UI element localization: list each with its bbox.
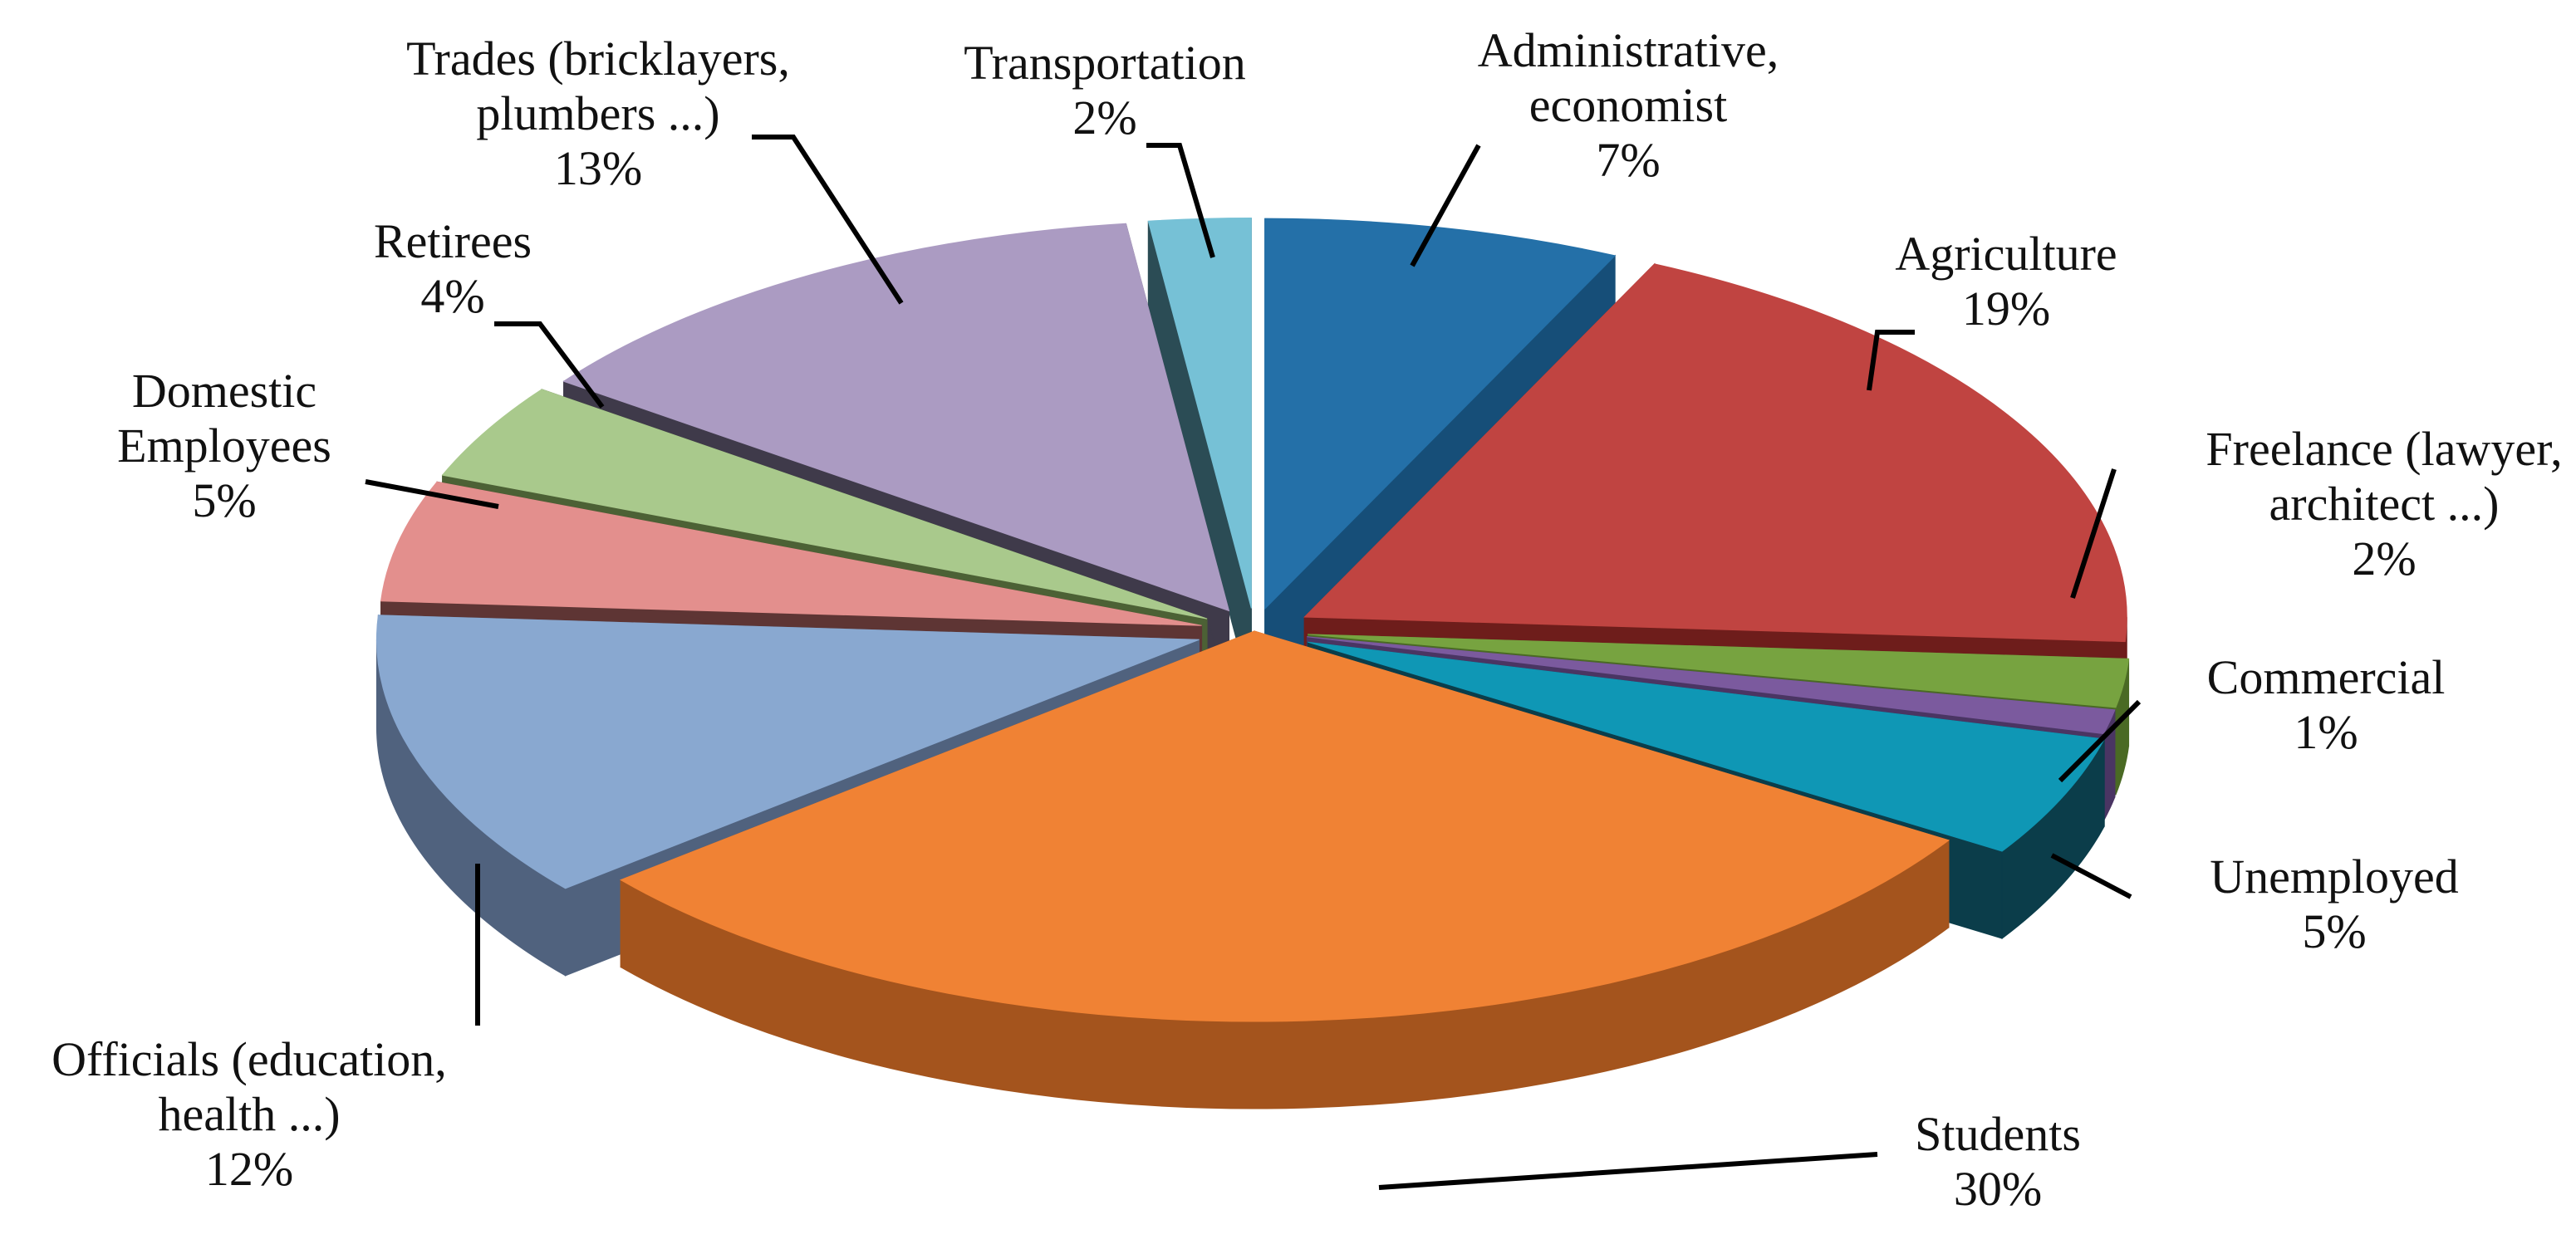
pie-top-layer <box>375 218 2130 1022</box>
slice-unemployed <box>1308 641 2105 852</box>
leader-line-trades <box>752 135 904 305</box>
slice-percent-agriculture: 19% <box>1962 282 2050 335</box>
slice-percent-trades: 13% <box>554 141 642 195</box>
leader-line-commercial <box>2058 699 2142 783</box>
leader-line-administrative <box>1410 144 1481 267</box>
slice-officials <box>375 615 1200 889</box>
slice-label-transportation-0: Transportation <box>964 36 1245 90</box>
slice-percent-domestic: 5% <box>192 473 256 527</box>
slice-trades <box>562 223 1230 612</box>
slice-label-unemployed-0: Unemployed <box>2210 850 2459 904</box>
slice-label-domestic-0: Domestic <box>132 364 316 418</box>
slice-label-administrative-0: Administrative, <box>1478 23 1779 77</box>
slice-percent-administrative: 7% <box>1596 133 1660 187</box>
slice-label-administrative-1: economist <box>1529 78 1727 132</box>
leader-line-unemployed <box>2050 853 2132 899</box>
slice-percent-retirees: 4% <box>420 269 484 323</box>
slice-administrative <box>1264 218 1617 610</box>
slice-label-trades-0: Trades (bricklayers, <box>406 32 790 86</box>
leader-line-domestic <box>365 479 499 509</box>
slice-label-students-0: Students <box>1915 1107 2081 1161</box>
leader-line-transportation <box>1146 143 1215 258</box>
slice-percent-officials: 12% <box>205 1142 293 1196</box>
slice-label-domestic-1: Employees <box>117 419 331 473</box>
leader-line-agriculture <box>1867 330 1915 391</box>
slice-label-officials-0: Officials (education, <box>52 1032 447 1086</box>
slice-freelance <box>1308 634 2130 708</box>
slice-percent-commercial: 1% <box>2294 705 2358 759</box>
slice-percent-unemployed: 5% <box>2302 904 2366 958</box>
leader-line-retirees <box>494 321 605 409</box>
slice-domestic <box>380 481 1202 626</box>
slice-agriculture <box>1303 263 2127 643</box>
slice-label-retirees-0: Retirees <box>374 214 532 268</box>
leader-line-layer <box>365 135 2142 1190</box>
slice-percent-freelance: 2% <box>2352 531 2416 585</box>
slice-label-agriculture-0: Agriculture <box>1895 227 2117 281</box>
slice-percent-students: 30% <box>1954 1162 2042 1216</box>
leader-line-students <box>1378 1152 1878 1190</box>
slice-percent-transportation: 2% <box>1072 91 1136 144</box>
leader-line-freelance <box>2070 468 2117 599</box>
slice-retirees <box>441 389 1208 620</box>
slice-students <box>620 630 1950 1022</box>
slice-label-commercial-0: Commercial <box>2207 650 2446 704</box>
slice-label-trades-1: plumbers ...) <box>476 86 719 140</box>
slice-label-officials-1: health ...) <box>158 1087 340 1141</box>
slice-label-freelance-1: architect ...) <box>2269 477 2500 531</box>
slice-label-freelance-0: Freelance (lawyer, <box>2206 422 2562 476</box>
